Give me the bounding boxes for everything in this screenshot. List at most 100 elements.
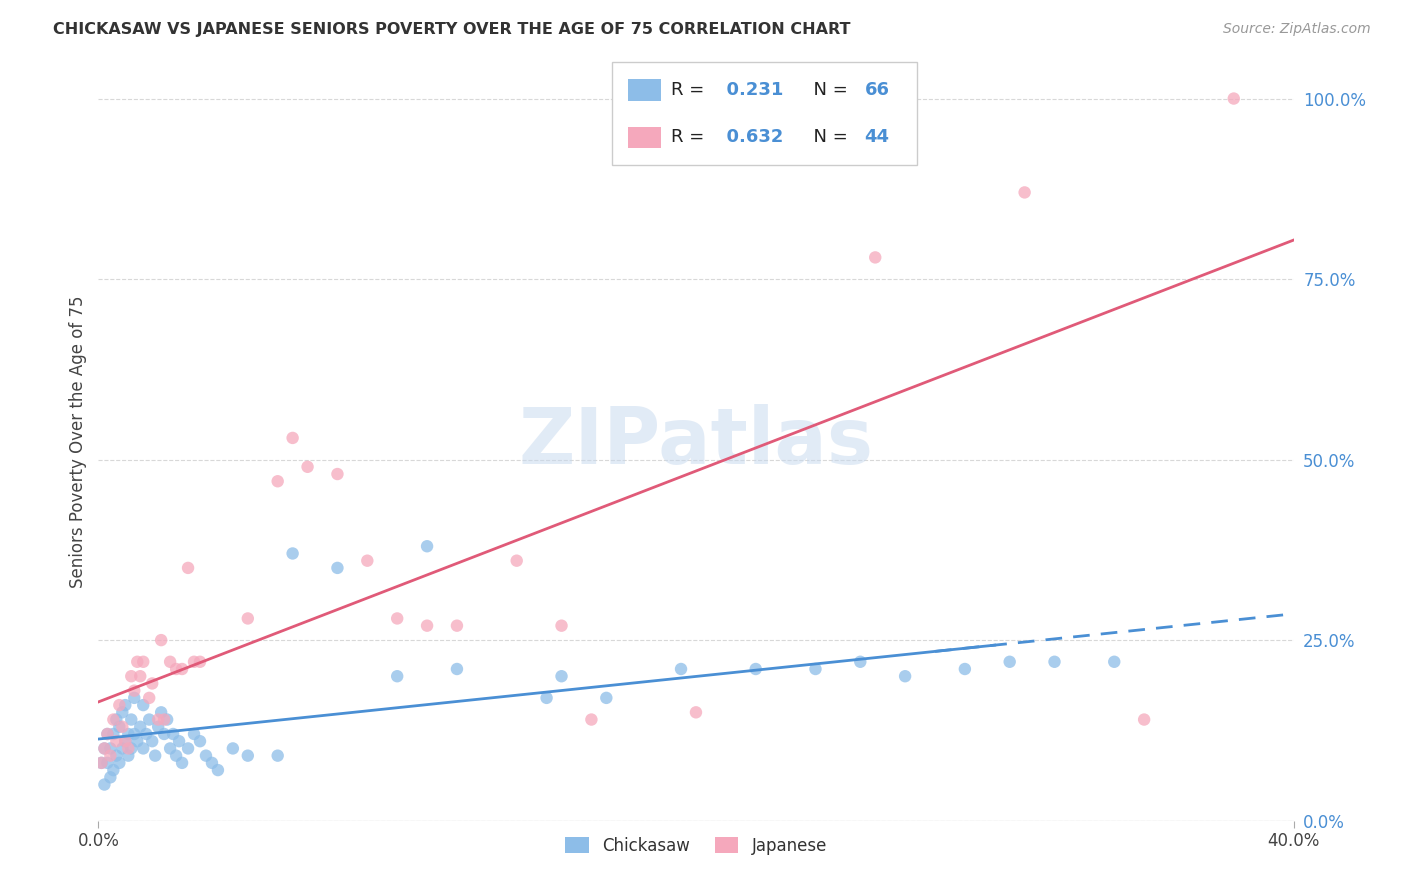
Point [195, 748, 218, 763]
Point [114, 734, 136, 748]
Point [93, 741, 115, 756]
Point [1043, 655, 1066, 669]
Point [183, 727, 205, 741]
Text: 0.231: 0.231 [714, 81, 783, 99]
Point [96, 727, 118, 741]
Text: ZIPatlas: ZIPatlas [519, 403, 873, 480]
Bar [628, 127, 661, 148]
Y-axis label: Seniors Poverty Over the Age of 75: Seniors Poverty Over the Age of 75 [69, 295, 87, 588]
Point [207, 763, 229, 777]
Point [804, 128, 827, 142]
Text: R =: R = [671, 81, 710, 99]
Point [150, 706, 173, 720]
Point [172, 756, 194, 770]
Point [129, 720, 152, 734]
Point [124, 683, 146, 698]
Point [804, 662, 827, 676]
Point [108, 756, 131, 770]
Point [267, 748, 290, 763]
Point [111, 720, 134, 734]
Text: 44: 44 [865, 128, 890, 146]
Legend: Chickasaw, Japanese: Chickasaw, Japanese [558, 830, 834, 862]
Point [153, 727, 176, 741]
Point [148, 713, 170, 727]
Point [143, 748, 166, 763]
Point [105, 713, 128, 727]
Point [111, 706, 134, 720]
Point [167, 734, 190, 748]
Point [141, 676, 163, 690]
Point [183, 655, 205, 669]
Point [998, 655, 1021, 669]
Point [98, 770, 122, 784]
Point [536, 690, 558, 705]
Point [188, 655, 211, 669]
Point [96, 727, 118, 741]
Point [105, 734, 128, 748]
Point [236, 611, 259, 625]
Point [98, 748, 122, 763]
Point [90, 756, 112, 770]
Point [281, 431, 304, 445]
Point [159, 741, 181, 756]
Point [114, 698, 136, 712]
Point [108, 698, 131, 712]
Text: CHICKASAW VS JAPANESE SENIORS POVERTY OVER THE AGE OF 75 CORRELATION CHART: CHICKASAW VS JAPANESE SENIORS POVERTY OV… [53, 22, 851, 37]
Point [150, 633, 173, 648]
Point [416, 618, 439, 632]
Point [550, 618, 572, 632]
Point [108, 720, 131, 734]
Point [96, 756, 118, 770]
Point [1014, 186, 1036, 200]
Point [93, 778, 115, 792]
Point [138, 690, 160, 705]
Point [267, 475, 290, 489]
Point [138, 713, 160, 727]
Text: 0.632: 0.632 [714, 128, 783, 146]
Text: N =: N = [803, 81, 853, 99]
Point [124, 690, 146, 705]
Point [98, 741, 122, 756]
Point [129, 669, 152, 683]
Point [385, 611, 409, 625]
Point [446, 662, 468, 676]
Point [165, 748, 187, 763]
Point [117, 748, 139, 763]
Point [281, 546, 304, 560]
Text: N =: N = [803, 128, 853, 146]
Point [172, 662, 194, 676]
Point [132, 741, 155, 756]
Point [120, 741, 142, 756]
Point [236, 748, 259, 763]
Point [506, 554, 529, 568]
Point [385, 669, 409, 683]
Point [177, 561, 200, 575]
Text: Source: ZipAtlas.com: Source: ZipAtlas.com [1223, 22, 1371, 37]
Point [595, 690, 617, 705]
Point [120, 669, 142, 683]
Point [685, 706, 707, 720]
Point [446, 618, 468, 632]
Point [156, 713, 179, 727]
Point [103, 713, 125, 727]
Point [127, 734, 149, 748]
Point [894, 669, 917, 683]
Point [120, 713, 142, 727]
Point [148, 720, 170, 734]
Point [117, 741, 139, 756]
Point [93, 741, 115, 756]
FancyBboxPatch shape [613, 62, 917, 165]
Point [581, 713, 603, 727]
Point [114, 734, 136, 748]
Point [326, 467, 349, 481]
Point [132, 698, 155, 712]
Point [159, 655, 181, 669]
Point [201, 756, 224, 770]
Point [1223, 91, 1246, 105]
Point [669, 662, 692, 676]
Text: R =: R = [671, 128, 710, 146]
Point [326, 561, 349, 575]
Point [1133, 713, 1156, 727]
Point [135, 727, 157, 741]
Point [105, 748, 128, 763]
